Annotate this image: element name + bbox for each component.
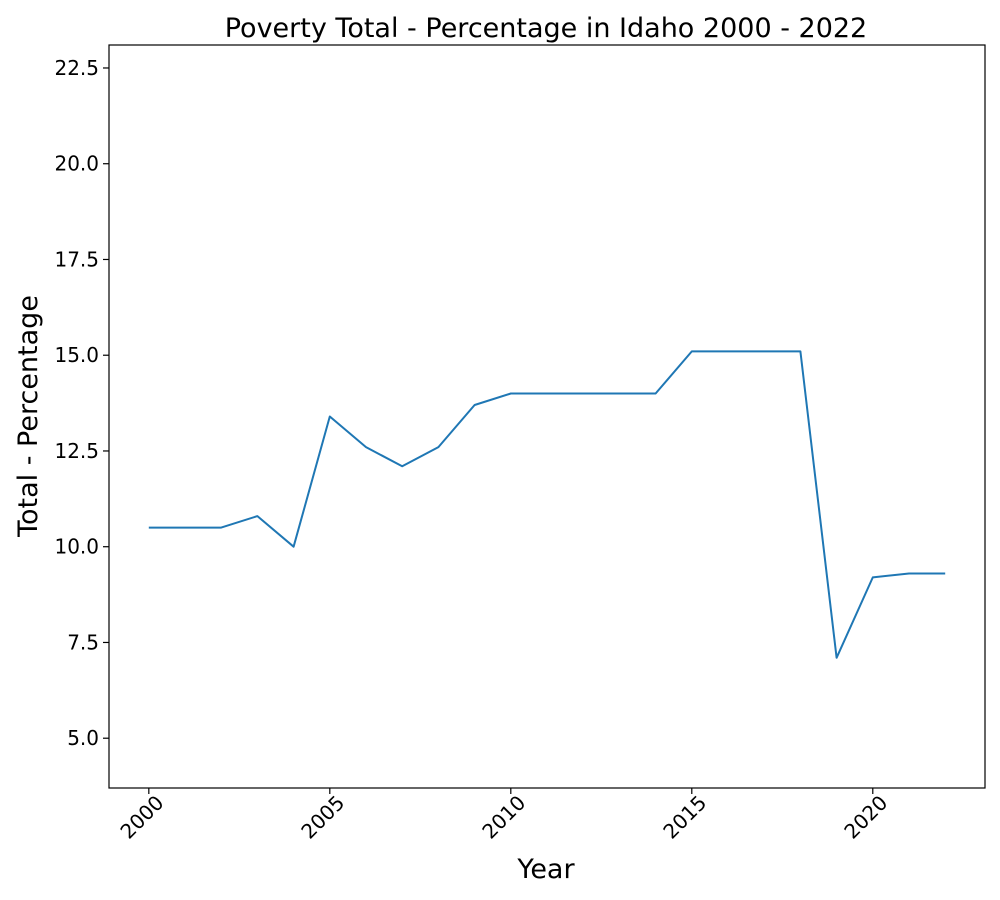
y-tick-label: 22.5 <box>54 56 99 80</box>
plot-area <box>108 44 986 789</box>
x-tick-label: 2005 <box>296 791 349 844</box>
y-axis: 5.0 7.5 10.0 12.5 15.0 17.5 20.0 22.5 <box>54 56 109 750</box>
chart-title: Poverty Total - Percentage in Idaho 2000… <box>225 13 868 44</box>
y-axis-label: Total - Percentage <box>13 295 44 538</box>
x-tick-label: 2000 <box>115 791 168 844</box>
x-axis: 2000 2005 2010 2015 2020 <box>115 788 892 844</box>
y-tick-label: 20.0 <box>54 152 99 176</box>
x-axis-label: Year <box>516 854 575 885</box>
y-tick-label: 12.5 <box>54 439 99 463</box>
y-tick-label: 10.0 <box>54 535 99 559</box>
y-tick-label: 17.5 <box>54 247 99 271</box>
series-line-0 <box>148 350 946 659</box>
y-tick-label: 5.0 <box>67 726 99 750</box>
x-tick-label: 2020 <box>839 791 892 844</box>
series-group <box>148 350 946 659</box>
x-tick-label: 2010 <box>477 791 530 844</box>
y-tick-label: 7.5 <box>67 630 99 654</box>
x-tick-label: 2015 <box>658 791 711 844</box>
y-tick-label: 15.0 <box>54 343 99 367</box>
